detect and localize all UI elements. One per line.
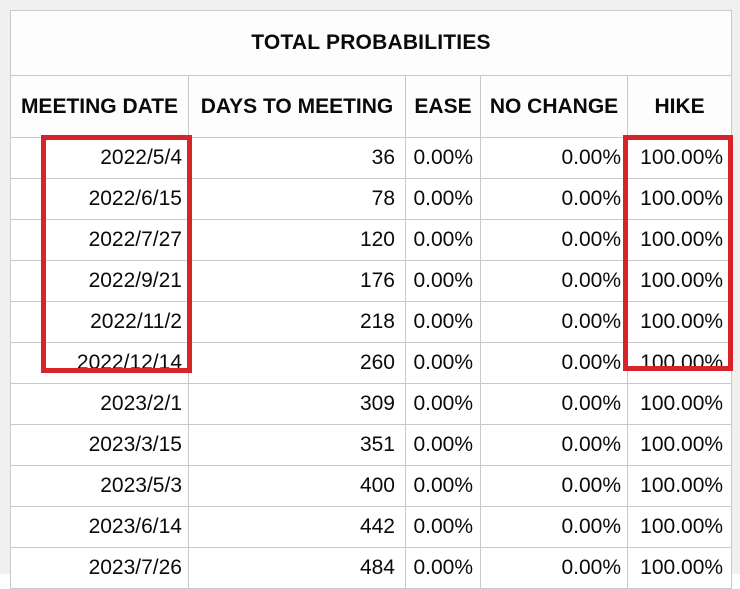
table-row: 2023/2/1 309 0.00% 0.00% 100.00% bbox=[10, 383, 733, 425]
cell-ease: 0.00% bbox=[405, 342, 481, 384]
cell-no-change: 0.00% bbox=[480, 137, 628, 179]
table-row: 2022/11/2 218 0.00% 0.00% 100.00% bbox=[10, 301, 733, 343]
cell-ease: 0.00% bbox=[405, 506, 481, 548]
cell-hike: 100.00% bbox=[626, 301, 733, 343]
column-header-meeting-date: MEETING DATE bbox=[10, 75, 189, 138]
cell-hike: 100.00% bbox=[626, 506, 733, 548]
cell-no-change: 0.00% bbox=[480, 219, 628, 261]
table-body: 2022/5/4 36 0.00% 0.00% 100.00% 2022/6/1… bbox=[10, 137, 733, 589]
cell-meeting-date: 2022/6/15 bbox=[10, 178, 189, 220]
table-row: 2022/12/14 260 0.00% 0.00% 100.00% bbox=[10, 342, 733, 384]
cell-days-to-meeting: 442 bbox=[188, 506, 406, 548]
cell-no-change: 0.00% bbox=[480, 178, 628, 220]
column-header-ease: EASE bbox=[405, 75, 481, 138]
cell-days-to-meeting: 36 bbox=[188, 137, 406, 179]
cell-days-to-meeting: 309 bbox=[188, 383, 406, 425]
cell-days-to-meeting: 176 bbox=[188, 260, 406, 302]
cell-meeting-date: 2022/5/4 bbox=[10, 137, 189, 179]
cell-days-to-meeting: 120 bbox=[188, 219, 406, 261]
cell-ease: 0.00% bbox=[405, 383, 481, 425]
cell-meeting-date: 2022/11/2 bbox=[10, 301, 189, 343]
cell-no-change: 0.00% bbox=[480, 465, 628, 507]
cell-hike: 100.00% bbox=[626, 178, 733, 220]
table-row: 2023/3/15 351 0.00% 0.00% 100.00% bbox=[10, 424, 733, 466]
cell-ease: 0.00% bbox=[405, 260, 481, 302]
table-row: 2023/5/3 400 0.00% 0.00% 100.00% bbox=[10, 465, 733, 507]
column-header-days-to-meeting: DAYS TO MEETING bbox=[188, 75, 406, 138]
cell-ease: 0.00% bbox=[405, 137, 481, 179]
cell-hike: 100.00% bbox=[626, 137, 733, 179]
cell-no-change: 0.00% bbox=[480, 301, 628, 343]
cell-no-change: 0.00% bbox=[480, 260, 628, 302]
cell-hike: 100.00% bbox=[626, 547, 733, 589]
cell-days-to-meeting: 484 bbox=[188, 547, 406, 589]
cell-hike: 100.00% bbox=[626, 465, 733, 507]
title-row: TOTAL PROBABILITIES bbox=[9, 10, 733, 76]
cell-days-to-meeting: 218 bbox=[188, 301, 406, 343]
cell-meeting-date: 2022/7/27 bbox=[10, 219, 189, 261]
cell-days-to-meeting: 260 bbox=[188, 342, 406, 384]
total-probabilities-table: TOTAL PROBABILITIES MEETING DATE DAYS TO… bbox=[9, 10, 733, 589]
cell-ease: 0.00% bbox=[405, 547, 481, 589]
table-row: 2023/7/26 484 0.00% 0.00% 100.00% bbox=[10, 547, 733, 589]
column-header-no-change: NO CHANGE bbox=[480, 75, 628, 138]
cell-hike: 100.00% bbox=[626, 383, 733, 425]
cell-ease: 0.00% bbox=[405, 465, 481, 507]
cell-days-to-meeting: 78 bbox=[188, 178, 406, 220]
table-title: TOTAL PROBABILITIES bbox=[9, 10, 733, 76]
table-row: 2022/7/27 120 0.00% 0.00% 100.00% bbox=[10, 219, 733, 261]
cell-meeting-date: 2022/12/14 bbox=[10, 342, 189, 384]
column-header-hike: HIKE bbox=[626, 75, 733, 138]
cell-meeting-date: 2023/6/14 bbox=[10, 506, 189, 548]
column-header-row: MEETING DATE DAYS TO MEETING EASE NO CHA… bbox=[10, 75, 733, 138]
table-row: 2022/5/4 36 0.00% 0.00% 100.00% bbox=[10, 137, 733, 179]
table-row: 2022/6/15 78 0.00% 0.00% 100.00% bbox=[10, 178, 733, 220]
cell-days-to-meeting: 351 bbox=[188, 424, 406, 466]
cell-days-to-meeting: 400 bbox=[188, 465, 406, 507]
table-row: 2023/6/14 442 0.00% 0.00% 100.00% bbox=[10, 506, 733, 548]
cell-meeting-date: 2023/3/15 bbox=[10, 424, 189, 466]
cell-hike: 100.00% bbox=[626, 260, 733, 302]
cell-ease: 0.00% bbox=[405, 178, 481, 220]
cell-no-change: 0.00% bbox=[480, 506, 628, 548]
cell-meeting-date: 2023/2/1 bbox=[10, 383, 189, 425]
cell-ease: 0.00% bbox=[405, 301, 481, 343]
cell-no-change: 0.00% bbox=[480, 547, 628, 589]
cell-no-change: 0.00% bbox=[480, 342, 628, 384]
cell-no-change: 0.00% bbox=[480, 383, 628, 425]
cell-meeting-date: 2023/7/26 bbox=[10, 547, 189, 589]
cell-ease: 0.00% bbox=[405, 219, 481, 261]
cell-hike: 100.00% bbox=[626, 219, 733, 261]
cell-hike: 100.00% bbox=[626, 342, 733, 384]
cell-no-change: 0.00% bbox=[480, 424, 628, 466]
cell-ease: 0.00% bbox=[405, 424, 481, 466]
table-row: 2022/9/21 176 0.00% 0.00% 100.00% bbox=[10, 260, 733, 302]
cell-hike: 100.00% bbox=[626, 424, 733, 466]
cell-meeting-date: 2023/5/3 bbox=[10, 465, 189, 507]
cell-meeting-date: 2022/9/21 bbox=[10, 260, 189, 302]
